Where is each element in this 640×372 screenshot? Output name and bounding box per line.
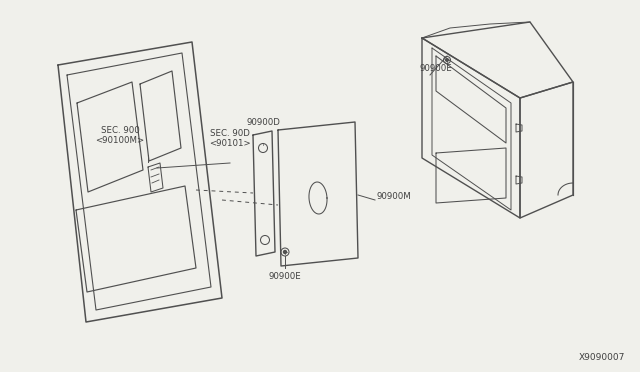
Text: SEC. 90D
<90101>: SEC. 90D <90101> (209, 129, 251, 148)
Text: 90900E: 90900E (269, 272, 301, 281)
Text: X9090007: X9090007 (579, 353, 625, 362)
Text: 90900E: 90900E (420, 64, 452, 73)
Text: 90900D: 90900D (246, 118, 280, 127)
Text: 90900M: 90900M (377, 192, 412, 201)
Circle shape (445, 59, 448, 61)
Circle shape (284, 250, 287, 253)
Text: SEC. 900
<90100M>: SEC. 900 <90100M> (95, 126, 145, 145)
